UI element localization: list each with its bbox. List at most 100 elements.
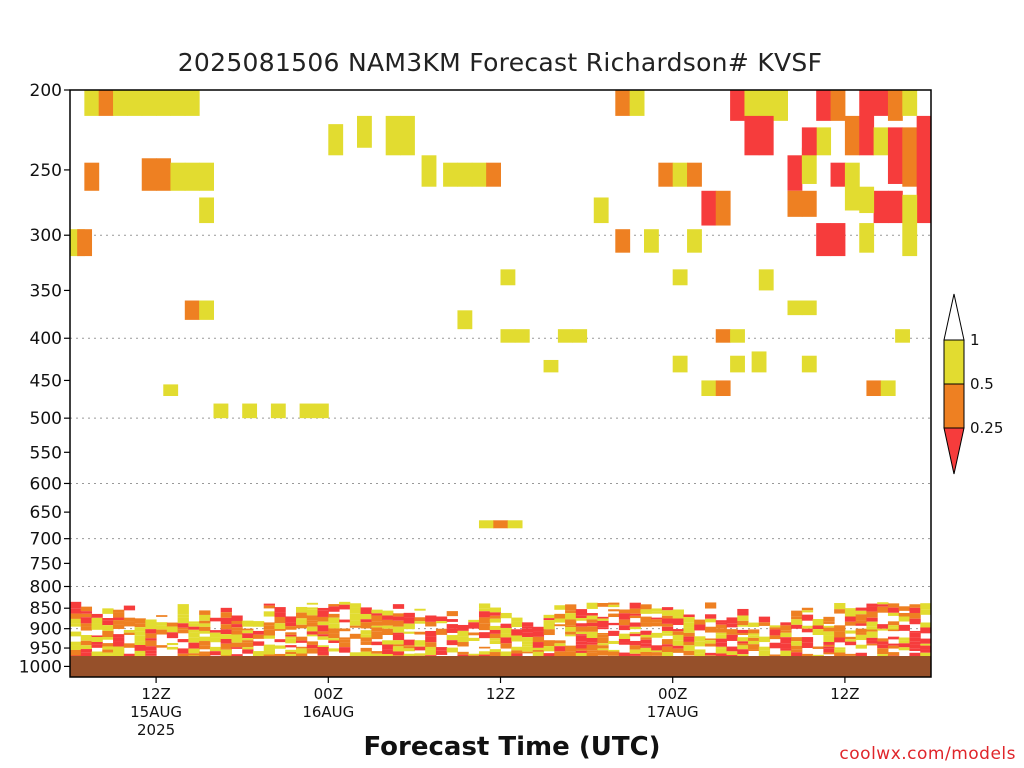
- boundary-layer-cell: [877, 628, 889, 631]
- boundary-layer-cell: [640, 604, 652, 610]
- boundary-layer-cell: [231, 627, 243, 631]
- ri-cell: [199, 162, 214, 191]
- boundary-layer-cell: [640, 634, 652, 638]
- boundary-layer-cell: [134, 623, 146, 628]
- boundary-layer-cell: [360, 619, 372, 623]
- boundary-layer-cell: [769, 635, 781, 640]
- boundary-layer-cell: [887, 625, 900, 628]
- boundary-layer-cell: [371, 615, 383, 622]
- boundary-layer-cell: [328, 623, 340, 629]
- boundary-layer-cell: [780, 650, 792, 654]
- ri-cell: [593, 197, 609, 224]
- boundary-layer-cell: [844, 616, 857, 622]
- boundary-layer-cell: [866, 603, 878, 607]
- boundary-layer-cell: [511, 629, 523, 636]
- boundary-layer-cell: [199, 630, 211, 634]
- boundary-layer-cell: [91, 613, 103, 618]
- boundary-layer-cell: [252, 641, 265, 646]
- boundary-layer-cell: [91, 623, 103, 630]
- boundary-layer-cell: [242, 647, 254, 650]
- boundary-layer-cell: [360, 651, 372, 657]
- boundary-layer-cell: [844, 641, 857, 646]
- boundary-layer-cell: [920, 624, 932, 628]
- boundary-layer-cell: [70, 641, 82, 646]
- boundary-layer-cell: [758, 646, 771, 651]
- boundary-layer-cell: [726, 634, 738, 641]
- boundary-layer-cell: [156, 645, 168, 648]
- ri-cell: [687, 229, 702, 253]
- boundary-layer-cell: [704, 618, 717, 623]
- boundary-layer-cell: [349, 607, 362, 614]
- boundary-layer-cell: [715, 632, 728, 635]
- ri-cell: [98, 90, 114, 116]
- ri-cell: [615, 90, 631, 116]
- boundary-layer-cell: [231, 634, 243, 639]
- boundary-layer-cell: [855, 644, 867, 649]
- boundary-layer-cell: [188, 629, 200, 633]
- boundary-layer-cell: [113, 620, 125, 625]
- ri-cell: [163, 384, 179, 397]
- boundary-layer-cell: [242, 633, 254, 639]
- boundary-layer-cell: [446, 650, 458, 653]
- boundary-layer-cell: [209, 630, 222, 633]
- boundary-layer-cell: [306, 641, 319, 645]
- ri-cell: [385, 115, 401, 156]
- ri-cell: [787, 190, 803, 217]
- boundary-layer-cell: [392, 626, 405, 633]
- boundary-layer-cell: [403, 639, 415, 646]
- boundary-layer-cell: [296, 648, 308, 654]
- boundary-layer-cell: [554, 651, 566, 657]
- boundary-layer-cell: [522, 632, 534, 638]
- boundary-layer-cell: [661, 610, 674, 616]
- x-tick-label: 17AUG: [647, 703, 699, 721]
- boundary-layer-cell: [220, 638, 232, 644]
- boundary-layer-cell: [748, 635, 760, 638]
- boundary-layer-cell: [285, 636, 297, 639]
- boundary-layer-cell: [511, 621, 523, 628]
- boundary-layer-cell: [177, 627, 189, 630]
- boundary-layer-cell: [661, 626, 674, 631]
- boundary-layer-cell: [543, 640, 555, 647]
- boundary-layer-cell: [737, 643, 749, 646]
- ri-cell: [478, 520, 494, 529]
- boundary-layer-cell: [887, 607, 900, 613]
- boundary-layer-cell: [113, 617, 125, 621]
- boundary-layer-cell: [70, 618, 82, 624]
- y-tick-label: 500: [30, 409, 62, 429]
- boundary-layer-cell: [489, 607, 501, 613]
- boundary-layer-cell: [177, 629, 189, 634]
- boundary-layer-cell: [306, 609, 319, 616]
- ri-cell: [744, 115, 760, 156]
- boundary-layer-cell: [597, 648, 609, 651]
- y-tick-label: 450: [30, 371, 62, 391]
- boundary-layer-cell: [70, 608, 82, 614]
- boundary-layer-cell: [446, 647, 458, 651]
- boundary-layer-cell: [608, 613, 620, 618]
- boundary-layer-cell: [489, 652, 501, 657]
- boundary-layer-cell: [274, 607, 286, 613]
- boundary-layer-cell: [780, 622, 792, 626]
- boundary-layer-cell: [360, 622, 372, 629]
- boundary-layer-cell: [565, 631, 577, 635]
- boundary-layer-cell: [640, 639, 652, 644]
- boundary-layer-cell: [704, 643, 717, 647]
- boundary-layer-cell: [360, 647, 372, 652]
- boundary-layer-cell: [102, 646, 114, 650]
- ri-cell: [500, 329, 516, 343]
- boundary-layer-cell: [866, 637, 878, 641]
- y-tick-label: 350: [30, 281, 62, 301]
- boundary-layer-cell: [349, 652, 362, 657]
- ri-cell: [471, 162, 487, 187]
- boundary-layer-cell: [392, 634, 405, 641]
- boundary-layer-cell: [629, 602, 641, 609]
- boundary-layer-cell: [91, 635, 103, 638]
- boundary-layer-cell: [199, 641, 211, 646]
- ri-cell: [141, 158, 157, 191]
- colorbar-band-above-1: [943, 293, 965, 341]
- boundary-layer-cell: [285, 622, 297, 627]
- boundary-layer-cell: [306, 607, 319, 610]
- boundary-layer-cell: [683, 617, 695, 623]
- boundary-layer-cell: [737, 611, 749, 616]
- boundary-layer-cell: [382, 615, 394, 620]
